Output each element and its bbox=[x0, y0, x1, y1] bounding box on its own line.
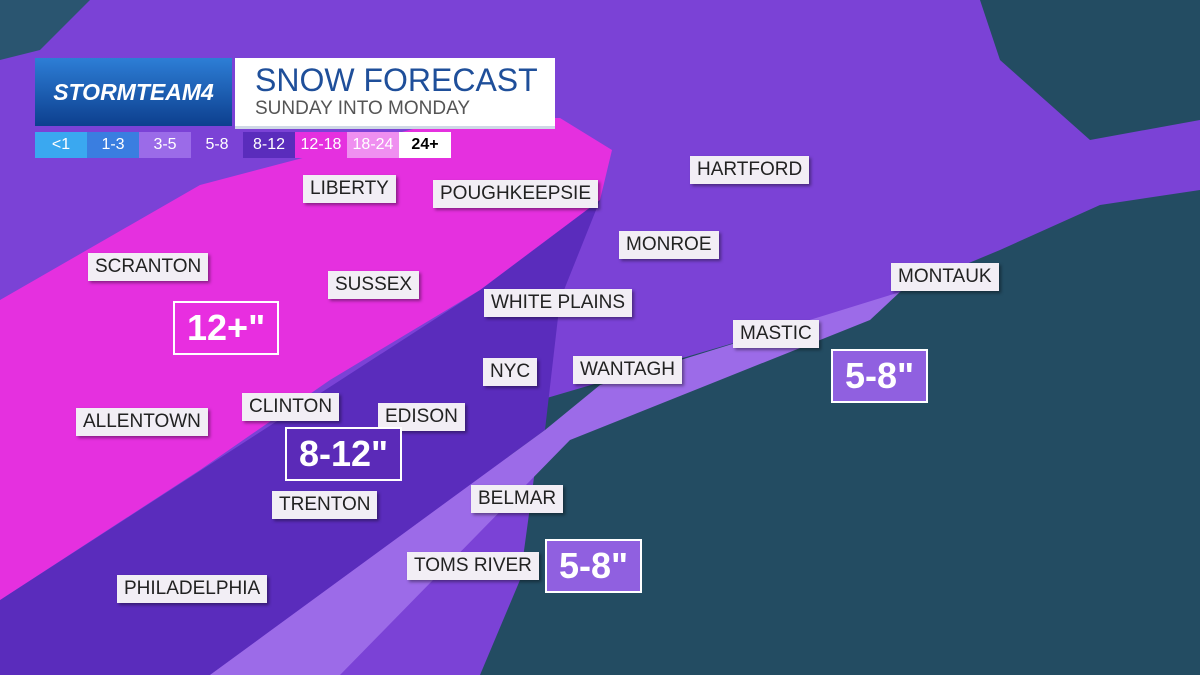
ocean bbox=[470, 0, 1200, 675]
city-label: CLINTON bbox=[242, 393, 340, 421]
legend-item: 3-5 bbox=[139, 132, 191, 158]
snow-amount: 12+" bbox=[173, 301, 280, 355]
legend-item: 8-12 bbox=[243, 132, 295, 158]
city-label: MONROE bbox=[619, 231, 719, 259]
snow-amount: 5-8" bbox=[545, 539, 643, 593]
title-box: SNOW FORECAST SUNDAY INTO MONDAY bbox=[235, 58, 555, 129]
city-label: HARTFORD bbox=[690, 156, 810, 184]
city-label: TRENTON bbox=[272, 491, 378, 519]
legend-item: 5-8 bbox=[191, 132, 243, 158]
city-label: ALLENTOWN bbox=[76, 408, 208, 436]
city-label: SCRANTON bbox=[88, 253, 209, 281]
city-label: PHILADELPHIA bbox=[117, 575, 268, 603]
title: SNOW FORECAST bbox=[255, 62, 538, 98]
band-5-8 bbox=[210, 292, 900, 675]
lake bbox=[0, 0, 90, 60]
city-label: POUGHKEEPSIE bbox=[433, 180, 598, 208]
legend: <1 1-3 3-5 5-8 8-12 12-18 18-24 24+ bbox=[35, 132, 451, 158]
city-label: BELMAR bbox=[471, 485, 564, 513]
legend-item: <1 bbox=[35, 132, 87, 158]
city-label: MONTAUK bbox=[891, 263, 999, 291]
snow-amount: 5-8" bbox=[831, 349, 929, 403]
legend-item: 24+ bbox=[399, 132, 451, 158]
legend-item: 18-24 bbox=[347, 132, 399, 158]
city-label: LIBERTY bbox=[303, 175, 396, 203]
legend-item: 12-18 bbox=[295, 132, 347, 158]
city-label: SUSSEX bbox=[328, 271, 420, 299]
city-label: MASTIC bbox=[733, 320, 819, 348]
city-label: NYC bbox=[483, 358, 538, 386]
city-label: WHITE PLAINS bbox=[484, 289, 633, 317]
band-12-18 bbox=[0, 118, 612, 600]
subtitle: SUNDAY INTO MONDAY bbox=[255, 98, 471, 119]
city-label: EDISON bbox=[378, 403, 465, 431]
snow-amount: 8-12" bbox=[285, 427, 403, 481]
city-label: WANTAGH bbox=[573, 356, 682, 384]
city-label: TOMS RIVER bbox=[407, 552, 539, 580]
brand: STORMTEAM4 bbox=[35, 58, 232, 126]
legend-item: 1-3 bbox=[87, 132, 139, 158]
